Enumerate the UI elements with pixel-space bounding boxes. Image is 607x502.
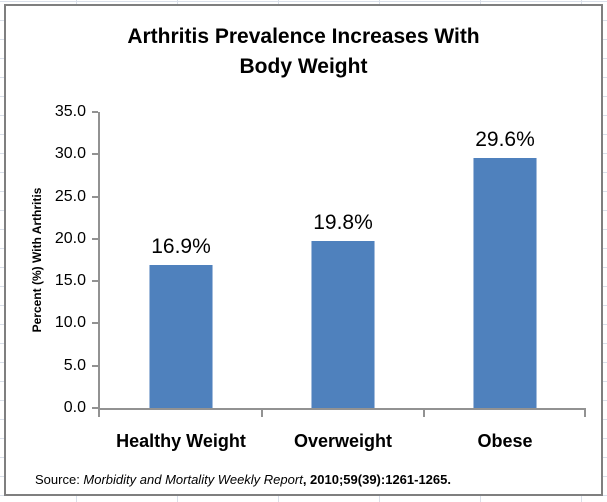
x-axis-tick [423, 410, 425, 417]
bar-value-label-healthy-weight: 16.9% [151, 235, 211, 258]
chart-title: Arthritis Prevalence Increases With Body… [127, 25, 480, 78]
source-journal: Morbidity and Mortality Weekly Report [83, 472, 303, 487]
y-axis-tick-label: 5.0 [63, 357, 86, 374]
y-axis-tick-label: 20.0 [54, 230, 86, 247]
source-prefix: Source: [35, 472, 84, 487]
y-axis-tick [92, 280, 98, 282]
category-label-overweight: Overweight [293, 431, 393, 451]
y-axis-tick-label: 35.0 [54, 103, 86, 120]
bar-obese[interactable] [473, 158, 537, 408]
plot-area: 0.0 5.0 10.0 15.0 20.0 25.0 30.0 35.0 16.9% 19.8%… [55, 103, 586, 417]
bar-overweight[interactable] [311, 241, 375, 408]
x-axis-tick [98, 410, 100, 417]
y-axis-tick [92, 238, 98, 240]
y-axis-title: Percent (%) With Arthritis [30, 187, 44, 333]
bar-healthy-weight[interactable] [149, 265, 213, 408]
category-label-obese: Obese [477, 431, 533, 451]
y-axis-tick [92, 407, 98, 409]
y-axis-tick-label: 15.0 [54, 272, 86, 289]
y-axis-tick-label: 0.0 [63, 399, 86, 416]
y-axis-tick-label: 10.0 [54, 314, 86, 331]
category-label-healthy-weight: Healthy Weight [116, 431, 246, 451]
source-citation: , 2010;59(39):1261-1265. [302, 472, 451, 487]
y-axis-tick-label: 30.0 [54, 145, 86, 162]
source-note: Source: Morbidity and Mortality Weekly R… [35, 472, 451, 487]
bar-value-label-obese: 29.6% [475, 128, 535, 151]
y-axis-tick-label: 25.0 [54, 188, 86, 205]
y-axis-tick [92, 196, 98, 198]
bar-value-label-overweight: 19.8% [313, 211, 373, 234]
x-axis-tick [261, 410, 263, 417]
y-axis-tick [92, 365, 98, 367]
y-axis-tick [92, 111, 98, 113]
y-axis-tick [92, 153, 98, 155]
x-axis-category-labels: Healthy Weight Overweight Obese [100, 431, 586, 455]
x-axis-tick [584, 410, 586, 417]
y-axis-tick [92, 322, 98, 324]
